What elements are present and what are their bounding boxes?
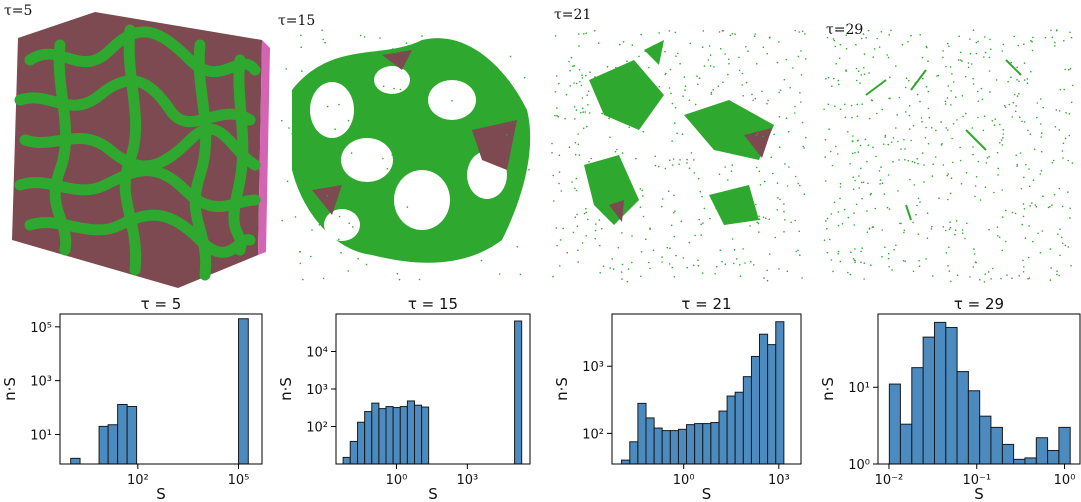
chart-title: τ = 15 [408,295,458,313]
x-tick-label: 10³ [768,473,790,488]
histogram-bar [1014,459,1025,464]
histogram-bar [946,328,957,464]
y-tick-label: 10² [582,427,604,442]
y-tick-label: 10⁵ [30,321,52,336]
x-axis-label: S [702,485,712,502]
histogram-bar [760,334,768,464]
y-axis-label: n·S [277,377,295,401]
histogram-bar [1048,450,1059,464]
x-axis-label: S [428,485,438,502]
histogram-bar [687,425,695,464]
chart-title: τ = 21 [681,295,731,313]
y-tick-label: 10² [306,421,328,436]
y-tick-label: 10³ [582,360,604,375]
x-tick-label: 10⁰ [1054,473,1076,488]
histogram-bar [711,423,719,464]
y-axis-label: n·S [553,377,571,401]
x-tick-label: 10⁵ [228,473,250,488]
histogram-bar [400,407,407,464]
histogram-bar [422,407,429,464]
y-tick-label: 10³ [306,383,328,398]
x-tick-label: 10⁰ [386,473,408,488]
x-tick-label: 10² [127,473,149,488]
y-tick-label: 10⁰ [848,458,870,473]
histogram-bar [638,403,646,464]
histogram-bar [934,322,945,464]
x-axis-label: S [156,485,166,502]
histogram-bar [912,368,923,464]
histogram-bar [365,412,372,464]
histogram-bar [372,403,379,464]
histogram-bar [343,457,350,464]
histogram-bar [678,429,686,464]
histogram-bar [407,401,414,464]
histogram-bar [108,425,118,464]
x-axis-label: S [974,485,984,502]
histogram-bar [703,424,711,464]
histogram-bar [379,409,386,464]
histogram-bar [654,428,662,464]
histogram-bar [99,426,108,464]
histogram-bar [127,406,136,464]
histogram-bar [991,427,1002,464]
chart-title: τ = 5 [141,295,182,313]
histogram-bar [1025,458,1036,464]
histogram-bar [695,424,703,464]
histogram-bar [350,441,357,464]
y-axis-label: n·S [1,377,19,401]
histogram-bar [622,460,630,464]
plot-frame [60,314,262,464]
histogram-bar [923,337,934,464]
histogram-bar [358,422,365,464]
histogram-bar [393,408,400,464]
histogram-bar [743,377,751,464]
y-tick-label: 10⁴ [306,346,328,361]
histogram-bar [900,424,911,464]
y-tick-label: 10³ [30,375,52,390]
histogram-bar [630,442,638,464]
histogram-bar [751,356,759,464]
x-tick-label: 10³ [456,473,478,488]
y-tick-label: 10¹ [30,428,52,443]
histogram-bar [386,407,393,464]
histogram-bar [118,405,128,465]
histogram-bar [1036,438,1047,464]
histogram-bar [980,416,991,464]
chart-title: τ = 29 [954,295,1004,313]
histogram-bar [670,431,678,464]
histogram-bar [768,345,776,464]
histogram-bar [776,322,784,464]
histogram-bar [968,391,979,464]
histogram-bar [415,405,422,464]
histogram-bar [1002,444,1013,464]
histogram-bar [239,319,249,464]
y-tick-label: 10¹ [848,381,870,396]
histogram-bar [71,458,80,464]
histogram-bar [662,431,670,464]
histogram-bar [515,321,522,464]
x-tick-label: 10⁻² [875,473,904,488]
histogram-bar [719,411,727,464]
histogram-bar [1059,427,1070,464]
y-axis-label: n·S [819,377,837,401]
histogram-bar [735,392,743,464]
histogram-bar [957,372,968,464]
histogram-bar [889,384,900,464]
x-tick-label: 10⁰ [673,473,695,488]
histogram-bar [727,396,735,464]
histogram-bar [646,418,654,464]
